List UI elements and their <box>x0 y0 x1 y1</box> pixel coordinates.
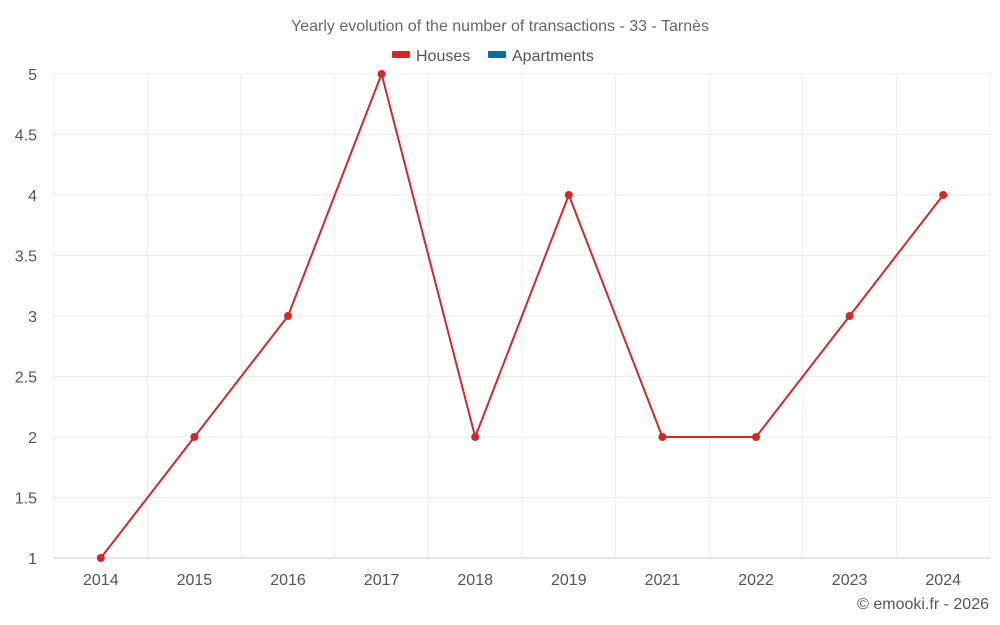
y-tick-label: 4 <box>28 188 37 205</box>
legend-item-apartments[interactable]: Apartments <box>488 48 594 65</box>
y-tick-label: 1 <box>28 551 37 568</box>
y-tick-label: 3 <box>28 309 37 326</box>
y-tick-label: 2 <box>28 430 37 447</box>
y-tick-label: 4.5 <box>15 128 37 145</box>
legend-item-houses[interactable]: Houses <box>392 48 470 65</box>
x-tick-label: 2024 <box>925 572 961 589</box>
data-point-houses-2022[interactable] <box>752 433 760 441</box>
legend-label-apartments: Apartments <box>512 48 594 65</box>
x-tick-label: 2021 <box>645 572 681 589</box>
x-axis: 2014 2015 2016 2017 2018 2019 2021 2022 2023 2024 <box>83 572 961 589</box>
y-tick-label: 1.5 <box>15 491 37 508</box>
x-tick-label: 2022 <box>738 572 774 589</box>
x-tick-label: 2014 <box>83 572 119 589</box>
y-tick-label: 3.5 <box>15 249 37 266</box>
y-tick-label: 5 <box>28 67 37 84</box>
credit-text: © emooki.fr - 2026 <box>857 596 989 613</box>
x-tick-label: 2017 <box>364 572 400 589</box>
legend-swatch-houses <box>392 51 410 58</box>
y-axis: 1 1.5 2 2.5 3 3.5 4 4.5 5 <box>15 67 37 568</box>
legend-swatch-apartments <box>488 51 506 58</box>
x-tick-label: 2016 <box>270 572 306 589</box>
x-tick-label: 2015 <box>177 572 213 589</box>
data-point-houses-2024[interactable] <box>939 191 948 199</box>
data-point-houses-2016[interactable] <box>284 312 292 320</box>
series-houses <box>96 70 948 562</box>
x-tick-label: 2023 <box>832 572 868 589</box>
chart-title: Yearly evolution of the number of transa… <box>291 18 709 35</box>
x-tick-label: 2019 <box>551 572 587 589</box>
data-point-houses-2019[interactable] <box>564 191 573 199</box>
legend-label-houses: Houses <box>416 48 470 65</box>
x-gridlines <box>53 74 991 558</box>
data-point-houses-2023[interactable] <box>845 312 854 320</box>
y-tick-label: 2.5 <box>15 370 37 387</box>
data-point-houses-2014[interactable] <box>96 554 105 562</box>
data-point-houses-2021[interactable] <box>658 433 667 441</box>
legend: Houses Apartments <box>392 48 594 65</box>
series-line-houses <box>100 73 944 559</box>
data-point-houses-2015[interactable] <box>190 433 199 441</box>
x-tick-label: 2018 <box>457 572 493 589</box>
data-point-houses-2017[interactable] <box>377 70 386 78</box>
data-point-houses-2018[interactable] <box>471 433 480 441</box>
